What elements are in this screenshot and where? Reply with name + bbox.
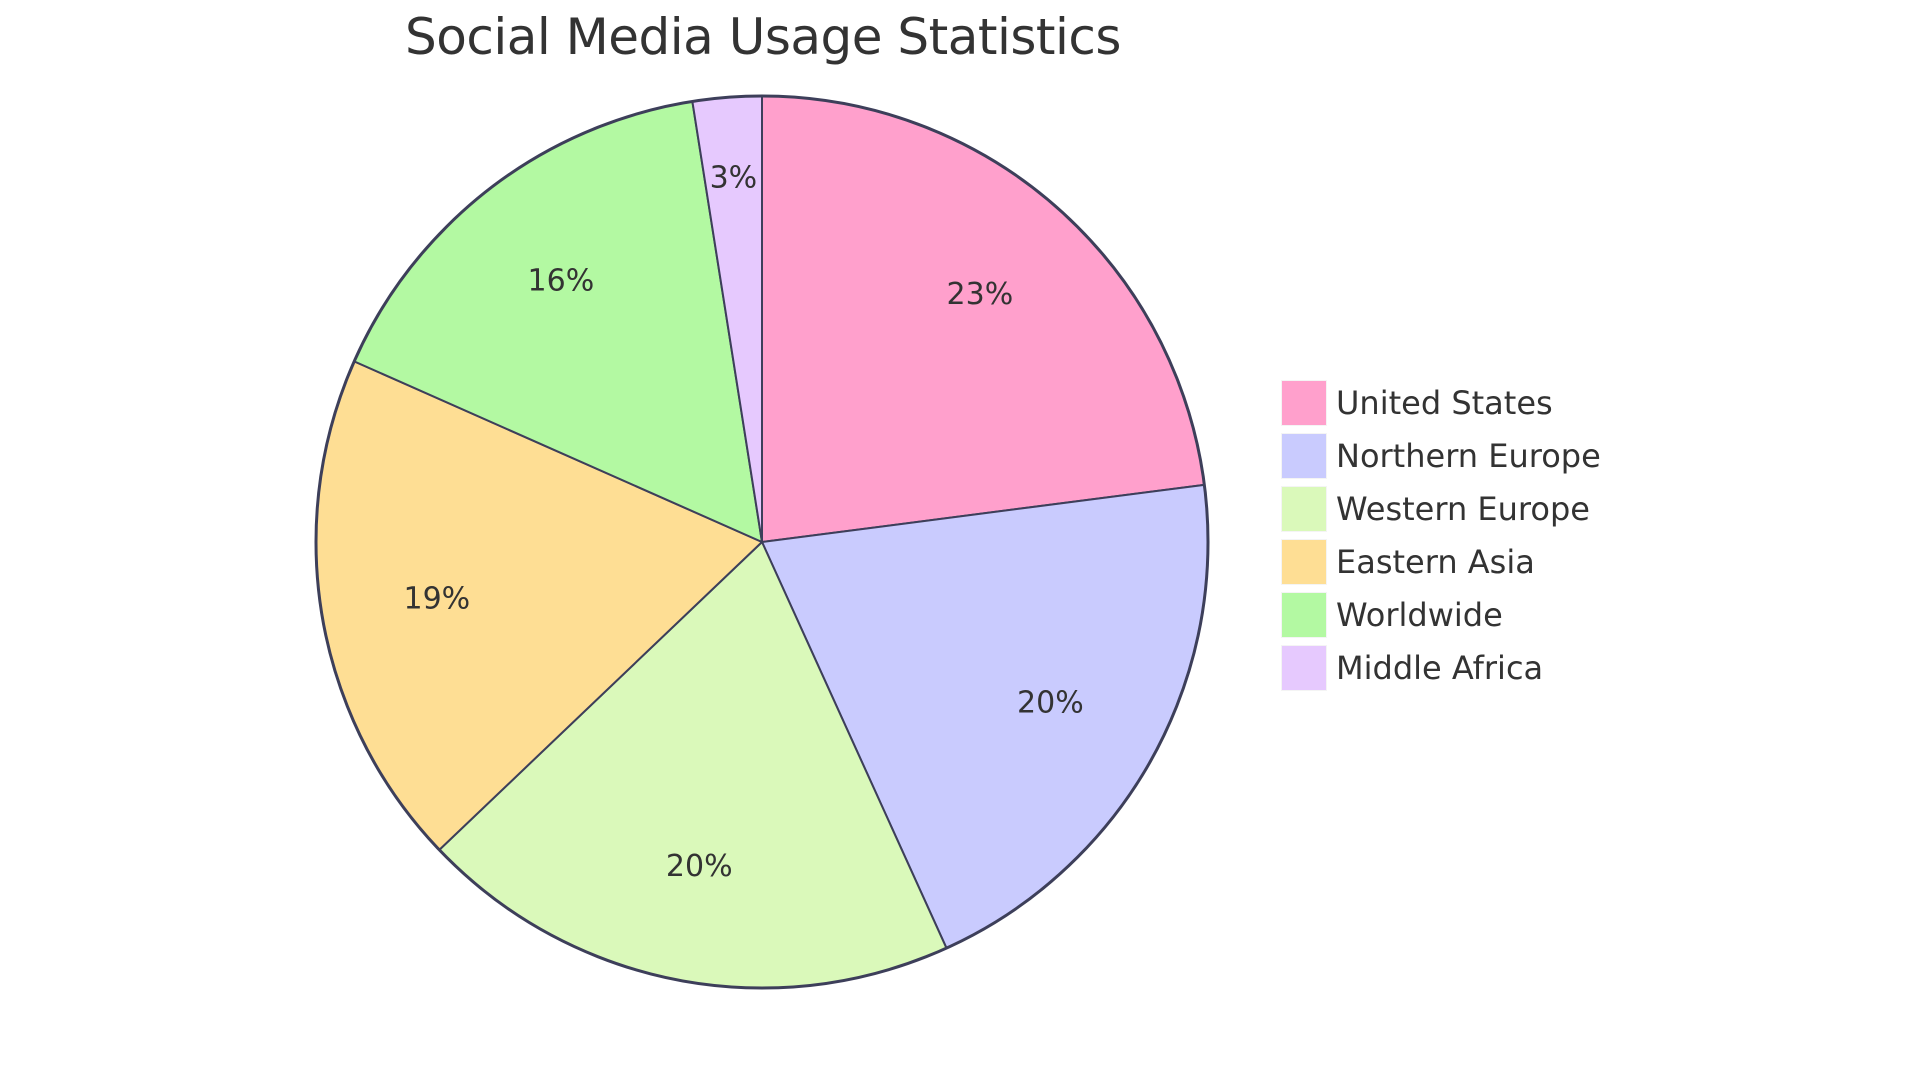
slice-percent-label: 23%: [947, 277, 1014, 312]
legend-label: Eastern Asia: [1336, 543, 1535, 581]
legend-label: Worldwide: [1336, 596, 1503, 634]
pie-outline: [314, 94, 1210, 990]
slice-percent-label: 20%: [1017, 686, 1084, 721]
pie-slices: [315, 94, 1209, 989]
legend-swatch: [1281, 433, 1327, 479]
legend-item-western-europe: Western Europe: [1281, 486, 1601, 532]
pie-labels: 23% 20% 20% 19% 16% 3%: [404, 160, 1084, 884]
pie-slice-united-states: [761, 94, 1206, 544]
legend-swatch: [1281, 645, 1327, 691]
legend-swatch: [1281, 380, 1327, 426]
legend-item-united-states: United States: [1281, 380, 1601, 426]
legend-item-eastern-asia: Eastern Asia: [1281, 539, 1601, 585]
slice-percent-label: 20%: [666, 849, 733, 884]
legend: United States Northern Europe Western Eu…: [1281, 380, 1601, 698]
legend-label: Middle Africa: [1336, 649, 1544, 687]
legend-label: United States: [1336, 384, 1553, 422]
legend-swatch: [1281, 592, 1327, 638]
legend-label: Northern Europe: [1336, 437, 1601, 475]
legend-swatch: [1281, 486, 1327, 532]
legend-swatch: [1281, 539, 1327, 585]
legend-label: Western Europe: [1336, 490, 1590, 528]
slice-percent-label: 3%: [710, 160, 758, 195]
slice-percent-label: 16%: [528, 263, 595, 298]
legend-item-northern-europe: Northern Europe: [1281, 433, 1601, 479]
legend-item-middle-africa: Middle Africa: [1281, 645, 1601, 691]
slice-percent-label: 19%: [404, 582, 471, 617]
chart-title: Social Media Usage Statistics: [405, 8, 1121, 66]
legend-item-worldwide: Worldwide: [1281, 592, 1601, 638]
